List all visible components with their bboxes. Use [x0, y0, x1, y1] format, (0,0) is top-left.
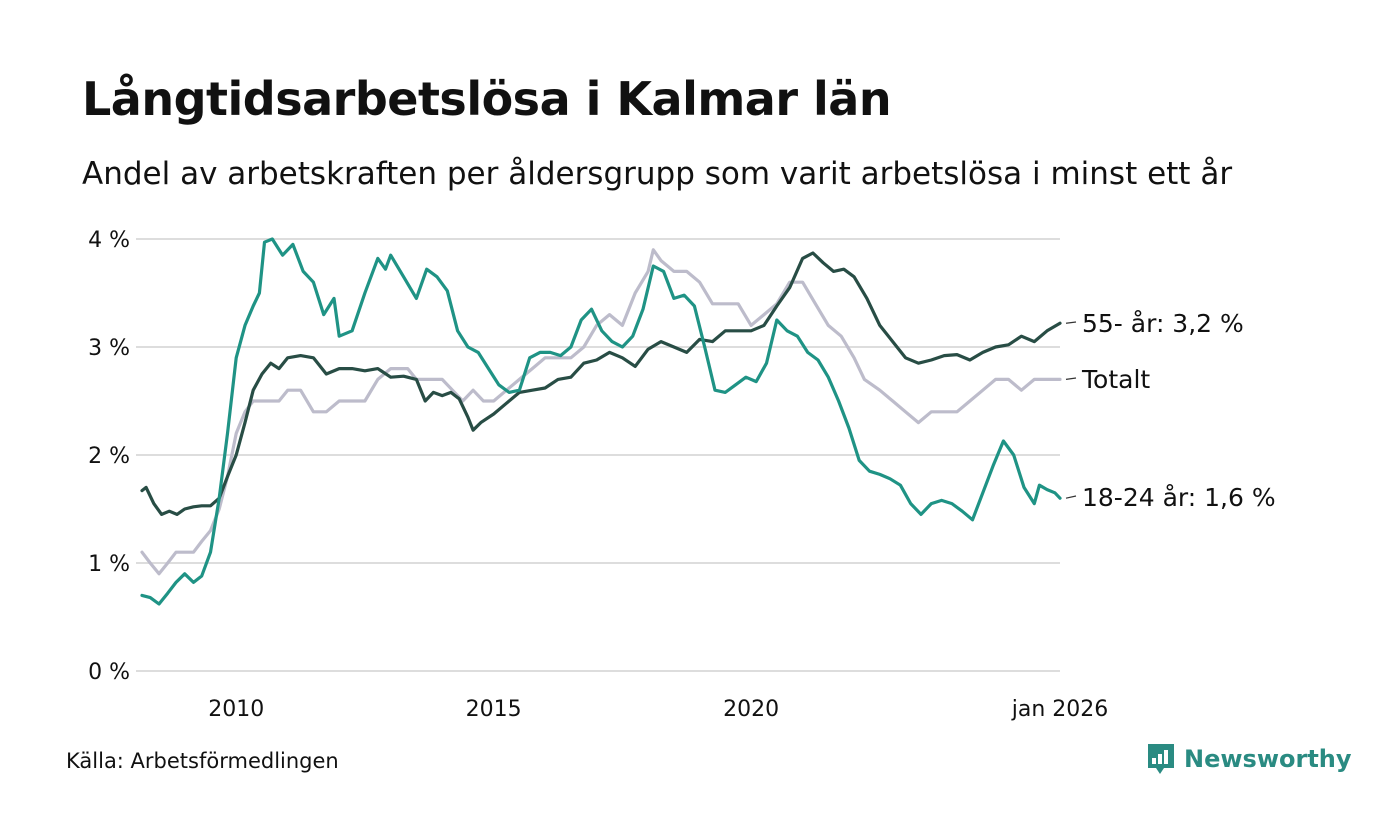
x-tick-label: 2010 [208, 697, 264, 722]
source-note: Källa: Arbetsförmedlingen [66, 749, 339, 773]
brand-logo: Newsworthy [1146, 742, 1352, 776]
series-lines [140, 237, 1062, 606]
series-end-labels: Totalt 55- år: 3,2 % 18-24 år: 1,6 % [1065, 309, 1276, 512]
y-axis-ticks: 0 % 1 % 2 % 3 % 4 % [88, 228, 130, 685]
x-tick-label: jan 2026 [1011, 697, 1109, 722]
brand-name: Newsworthy [1184, 745, 1352, 773]
label-leader [1065, 321, 1077, 324]
x-tick-label: 2015 [466, 697, 522, 722]
series-line-totalt [140, 248, 1062, 576]
chart-title: Långtidsarbetslösa i Kalmar län [82, 72, 892, 126]
y-tick-label: 2 % [88, 444, 130, 469]
label-leader [1065, 495, 1077, 499]
newsworthy-logo-icon [1148, 744, 1174, 774]
y-tick-label: 4 % [88, 228, 130, 253]
y-tick-label: 1 % [88, 552, 130, 577]
y-tick-label: 0 % [88, 660, 130, 685]
chart-subtitle: Andel av arbetskraften per åldersgrupp s… [82, 156, 1233, 192]
series-line-18-24-r [140, 237, 1062, 606]
label-leader [1065, 377, 1077, 380]
series-label: 55- år: 3,2 % [1082, 309, 1244, 338]
y-tick-label: 3 % [88, 336, 130, 361]
gridlines [136, 238, 1060, 672]
x-axis-ticks: 2010 2015 2020 jan 2026 [208, 697, 1108, 722]
series-label: Totalt [1081, 365, 1150, 394]
x-tick-label: 2020 [723, 697, 779, 722]
series-label: 18-24 år: 1,6 % [1082, 483, 1276, 512]
series-line-55-r [140, 251, 1062, 516]
